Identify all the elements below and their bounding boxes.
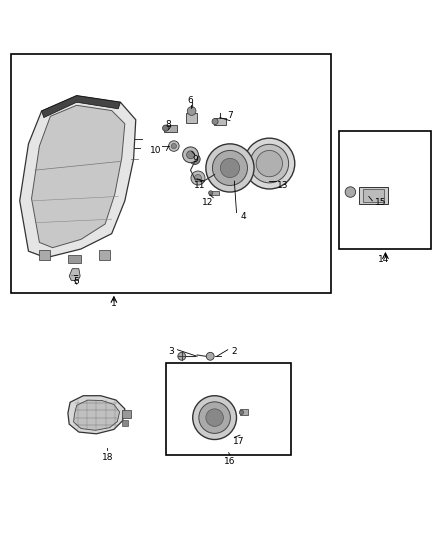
- Bar: [39, 251, 50, 260]
- Text: 18: 18: [102, 453, 113, 462]
- Text: 10: 10: [150, 146, 161, 155]
- Circle shape: [239, 410, 244, 415]
- Polygon shape: [20, 96, 136, 258]
- Circle shape: [345, 187, 356, 197]
- Circle shape: [187, 151, 194, 159]
- Text: 4: 4: [240, 212, 246, 221]
- Circle shape: [190, 154, 200, 165]
- Polygon shape: [68, 395, 125, 434]
- Polygon shape: [32, 106, 125, 248]
- Bar: [339, 131, 431, 249]
- Circle shape: [199, 402, 230, 433]
- Bar: [164, 125, 177, 132]
- Bar: [240, 409, 248, 415]
- Circle shape: [191, 171, 205, 185]
- Text: 6: 6: [187, 95, 194, 104]
- Circle shape: [250, 144, 289, 183]
- Text: 13: 13: [277, 181, 288, 190]
- Text: 9: 9: [192, 155, 198, 164]
- Text: 8: 8: [166, 119, 172, 128]
- Bar: [214, 118, 226, 125]
- Text: 11: 11: [194, 181, 205, 190]
- Bar: [68, 255, 81, 263]
- Bar: [99, 251, 110, 260]
- Text: 3: 3: [168, 348, 174, 357]
- Circle shape: [212, 150, 247, 185]
- Text: 15: 15: [375, 198, 387, 207]
- Bar: [359, 187, 388, 204]
- Text: 7: 7: [227, 111, 233, 120]
- Bar: [166, 363, 291, 455]
- Text: 2: 2: [232, 348, 237, 357]
- Bar: [122, 410, 131, 418]
- Bar: [122, 420, 128, 426]
- Bar: [186, 113, 197, 123]
- Polygon shape: [74, 400, 120, 430]
- Text: 14: 14: [378, 255, 389, 264]
- Circle shape: [220, 158, 240, 177]
- Text: 12: 12: [202, 198, 214, 207]
- Circle shape: [206, 409, 223, 426]
- Circle shape: [212, 118, 218, 125]
- Circle shape: [208, 191, 213, 195]
- Circle shape: [206, 144, 254, 192]
- Text: 16: 16: [224, 457, 236, 466]
- Circle shape: [162, 125, 169, 131]
- Circle shape: [193, 395, 237, 440]
- Circle shape: [171, 143, 177, 149]
- Text: 17: 17: [233, 437, 244, 446]
- Circle shape: [178, 352, 186, 360]
- Bar: [11, 54, 331, 293]
- Circle shape: [256, 150, 283, 177]
- Circle shape: [187, 107, 196, 115]
- Text: 5: 5: [74, 277, 80, 286]
- Circle shape: [183, 147, 198, 163]
- Polygon shape: [69, 269, 80, 280]
- Circle shape: [194, 174, 201, 182]
- Circle shape: [206, 352, 214, 360]
- Circle shape: [169, 141, 179, 151]
- Bar: [209, 191, 219, 195]
- Circle shape: [244, 138, 295, 189]
- Bar: [363, 189, 384, 201]
- Text: 1: 1: [111, 299, 117, 308]
- Polygon shape: [42, 96, 120, 118]
